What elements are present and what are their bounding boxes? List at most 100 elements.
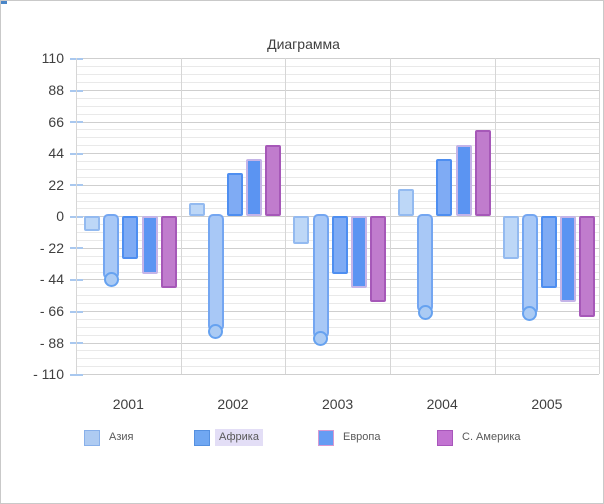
y-axis-label: - 22	[39, 239, 64, 256]
bar-азия-2005[interactable]	[502, 216, 519, 260]
bar-азия-2001[interactable]	[84, 216, 100, 231]
y-axis-label: - 110	[33, 366, 64, 383]
minor-gridline	[76, 350, 600, 352]
chart-title[interactable]: Диаграмма	[267, 36, 340, 52]
legend-swatch	[84, 429, 100, 446]
major-gridline	[76, 90, 600, 91]
minor-gridline	[76, 295, 600, 297]
bar-series3-2002[interactable]	[227, 173, 243, 217]
vertical-gridline	[494, 58, 496, 375]
legend-swatch	[194, 429, 210, 446]
x-axis-label: 2005	[531, 396, 563, 412]
bar-с-америка-2004[interactable]	[474, 130, 491, 217]
major-gridline	[76, 374, 600, 376]
bar-series3-2001[interactable]	[122, 216, 139, 260]
y-axis-label: 44	[48, 145, 64, 162]
major-gridline	[76, 342, 600, 344]
minor-gridline	[76, 200, 600, 202]
minor-gridline	[76, 129, 600, 131]
bar-африка-2004[interactable]	[417, 214, 434, 313]
legend-item-африка[interactable]: Африка	[194, 429, 263, 446]
x-axis-label: 2004	[426, 396, 458, 412]
bar-series3-2003[interactable]	[331, 216, 348, 274]
minor-gridline	[76, 168, 600, 170]
selection-handle[interactable]	[103, 271, 119, 287]
y-axis-label: 110	[41, 50, 64, 67]
minor-gridline	[76, 145, 600, 147]
minor-gridline	[76, 66, 600, 68]
selection-handle[interactable]	[313, 330, 328, 346]
y-axis-label: 0	[56, 208, 64, 225]
bar-с-америка-2003[interactable]	[370, 216, 387, 303]
minor-gridline	[76, 113, 600, 115]
minor-gridline	[76, 161, 600, 162]
major-gridline	[76, 121, 600, 123]
vertical-gridline	[389, 58, 391, 375]
bar-с-америка-2005[interactable]	[579, 216, 596, 317]
legend-item-с-америка[interactable]: С. Америка	[437, 429, 525, 446]
bar-азия-2002[interactable]	[188, 203, 205, 217]
selection-handle[interactable]	[522, 306, 538, 322]
x-axis-label: 2003	[322, 396, 354, 412]
bar-азия-2004[interactable]	[397, 189, 414, 217]
bar-африка-2001[interactable]	[103, 214, 120, 280]
vertical-gridline	[180, 58, 182, 375]
major-gridline	[76, 153, 600, 155]
x-axis-label: 2002	[217, 396, 249, 412]
bar-series3-2005[interactable]	[541, 216, 557, 289]
minor-gridline	[76, 334, 600, 336]
y-axis-label: 66	[48, 113, 64, 130]
minor-gridline	[76, 326, 600, 328]
y-axis-label: - 44	[39, 271, 64, 288]
legend-label: С. Америка	[462, 431, 521, 443]
minor-gridline	[76, 192, 600, 194]
major-gridline	[76, 311, 600, 312]
minor-gridline	[76, 137, 600, 139]
minor-gridline	[76, 208, 600, 210]
bar-с-америка-2001[interactable]	[160, 216, 177, 289]
bar-европа-2002[interactable]	[246, 158, 263, 217]
minor-gridline	[76, 105, 600, 107]
selection-handle[interactable]	[208, 323, 224, 339]
minor-gridline	[76, 303, 600, 305]
major-gridline	[76, 58, 600, 60]
minor-gridline	[76, 97, 600, 99]
vertical-gridline	[76, 58, 77, 375]
selection-handle[interactable]	[417, 304, 433, 320]
legend-swatch	[318, 429, 334, 446]
legend-item-азия[interactable]: Азия	[84, 429, 137, 446]
minor-gridline	[76, 82, 600, 84]
y-axis-label: - 88	[39, 334, 64, 351]
legend-swatch	[437, 429, 453, 446]
legend-label: Азия	[109, 431, 134, 443]
bar-европа-2003[interactable]	[350, 216, 367, 289]
minor-gridline	[76, 318, 600, 320]
minor-gridline	[76, 176, 600, 178]
major-gridline	[76, 184, 600, 186]
legend-label: Европа	[343, 431, 381, 443]
minor-gridline	[76, 74, 600, 76]
bar-африка-2005[interactable]	[521, 214, 538, 314]
minor-gridline	[76, 358, 600, 360]
bar-с-америка-2002[interactable]	[265, 144, 282, 217]
bar-азия-2003[interactable]	[293, 216, 310, 244]
y-axis-label: - 66	[39, 303, 64, 319]
minor-gridline	[76, 287, 600, 289]
bar-европа-2001[interactable]	[141, 216, 158, 274]
legend-label: Африка	[215, 429, 263, 446]
major-gridline	[76, 279, 600, 281]
y-axis-tick	[70, 373, 83, 376]
bar-series3-2004[interactable]	[436, 158, 453, 217]
bar-африка-2003[interactable]	[312, 214, 329, 339]
y-axis-label: 22	[48, 176, 64, 193]
legend-item-европа[interactable]: Европа	[318, 429, 385, 446]
bar-европа-2004[interactable]	[455, 144, 472, 217]
bar-европа-2005[interactable]	[560, 216, 577, 303]
bar-африка-2002[interactable]	[207, 214, 224, 332]
vertical-gridline	[599, 58, 601, 375]
vertical-gridline	[285, 58, 287, 375]
minor-gridline	[76, 366, 600, 368]
y-axis-label: 88	[48, 82, 64, 98]
x-axis-label: 2001	[112, 396, 144, 412]
